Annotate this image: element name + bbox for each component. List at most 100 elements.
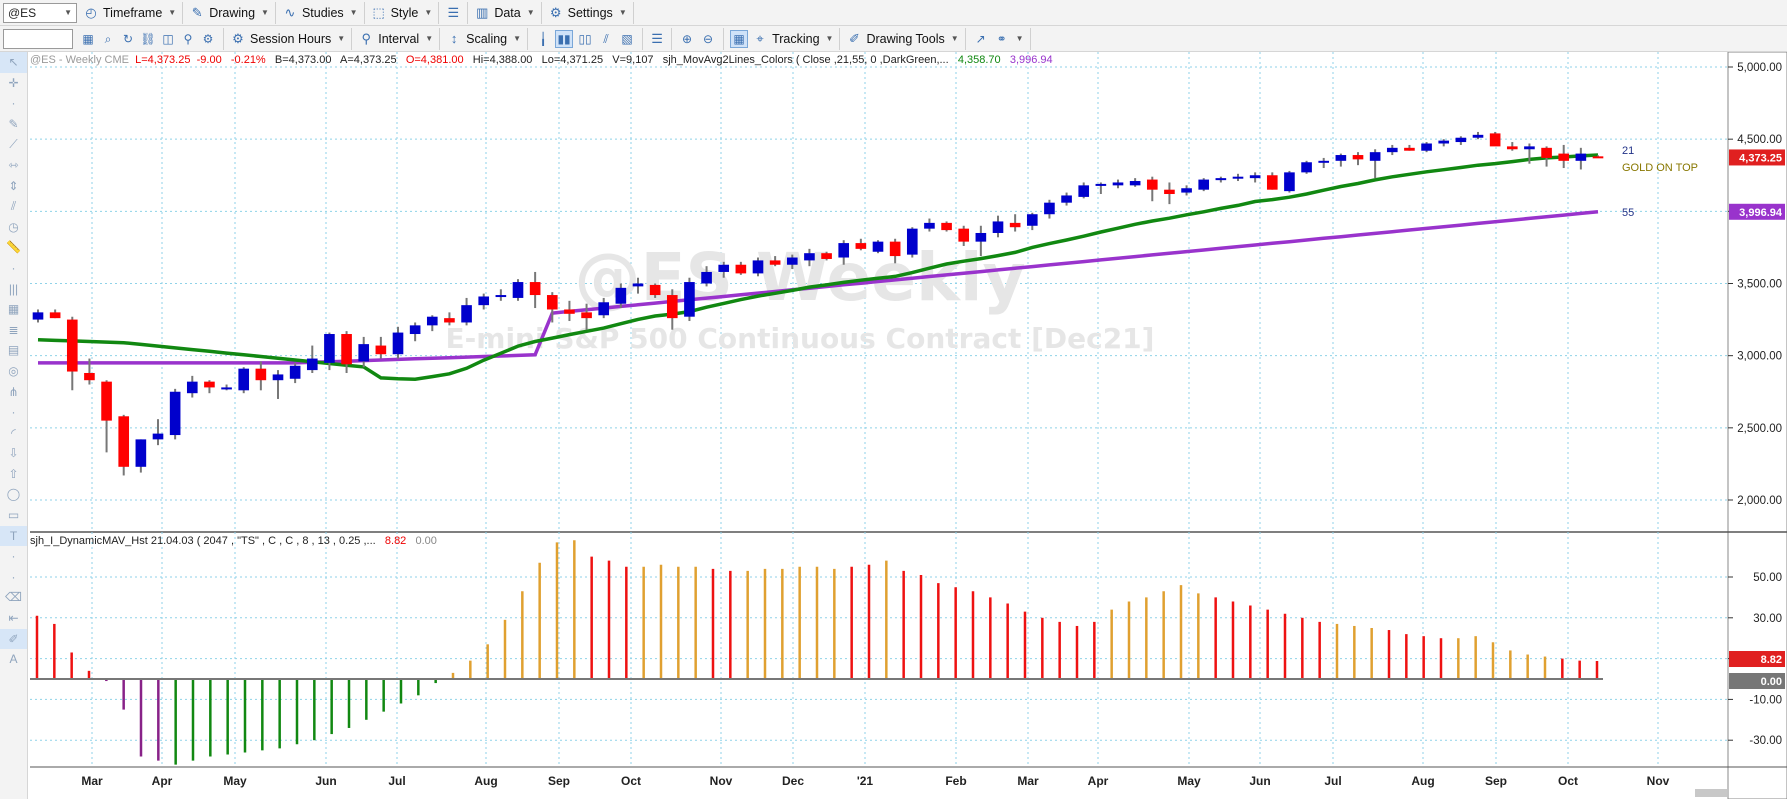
session-hours-menu[interactable]: ⚙ Session Hours ▼ — [224, 27, 353, 50]
more-icon[interactable]: ⚭ — [996, 31, 1007, 46]
link-icon[interactable]: ⛓ — [140, 31, 156, 46]
arc-icon[interactable]: ◜ — [11, 425, 16, 440]
ma-fast-value: 4,358.70 — [957, 54, 1001, 66]
candle-body — [992, 221, 1004, 233]
layout2-button[interactable]: ☰ — [643, 27, 673, 50]
layout-icon: ☰ — [447, 4, 460, 20]
move-left-icon[interactable]: ⇤ — [8, 611, 19, 626]
candle-body — [1215, 178, 1227, 181]
candle-body — [718, 264, 730, 272]
arrow-up-icon[interactable]: ⇧ — [8, 466, 19, 481]
separator-icon: · — [11, 569, 16, 584]
candle-body — [306, 358, 318, 371]
tracking-menu[interactable]: ▦ ⌖ Tracking ▼ — [724, 27, 841, 50]
time-axis-label: Nov — [1647, 774, 1670, 788]
crosshair-icon[interactable]: ✛ — [8, 75, 19, 90]
circle-tool-icon[interactable]: ◷ — [8, 219, 19, 234]
candle-body — [1181, 188, 1192, 193]
pointer-icon[interactable]: ↖ — [0, 52, 27, 73]
refresh-icon[interactable]: ↻ — [122, 31, 134, 46]
candle-body — [649, 284, 661, 296]
menu-timeframe[interactable]: ◴ Timeframe ▼ — [77, 1, 184, 24]
erase-icon[interactable]: ⌫ — [5, 590, 22, 605]
candle-body — [581, 312, 592, 319]
osc-axis-label: 30.00 — [1753, 613, 1782, 625]
zoom-icon[interactable]: ⌕ — [104, 31, 112, 46]
symbol-selector[interactable]: @ES ▼ — [3, 2, 77, 23]
osc-axis-label: -30.00 — [1749, 735, 1782, 747]
candle-body — [1404, 147, 1415, 151]
channel-icon[interactable]: ⫽ — [10, 199, 17, 214]
gann-icon[interactable]: ▤ — [7, 343, 20, 358]
candle-body — [1164, 189, 1175, 195]
separator-icon: · — [11, 260, 16, 275]
ma-21-line — [37, 153, 1599, 381]
last-price-tag: 4,373.25 — [1739, 152, 1782, 164]
hollow-candle-icon[interactable]: ▯▯ — [578, 31, 592, 46]
bars-icon[interactable]: ||| — [8, 281, 19, 296]
pitchfork-icon[interactable]: ⋔ — [8, 384, 19, 399]
menu-studies[interactable]: ∿ Studies ▼ — [276, 1, 365, 24]
watermark-subtitle: E-mini S&P 500 Continuous Contract [Dec2… — [446, 322, 1155, 355]
menu-label: Drawing — [209, 5, 256, 20]
osc-value-tag-bg — [1729, 651, 1785, 668]
trendline-icon[interactable]: ↗ — [975, 31, 986, 46]
grid-tool-icon[interactable]: ▦ — [7, 302, 20, 317]
text-label-icon[interactable]: A — [9, 652, 18, 667]
menu-drawing[interactable]: ✎ Drawing ▼ — [183, 1, 276, 24]
trendline-icon[interactable]: ⟋ — [9, 137, 18, 152]
menu-label: Settings — [567, 5, 613, 20]
candle-style-icon[interactable]: ▮▮ — [555, 29, 574, 48]
highlight-icon[interactable]: ✐ — [0, 628, 27, 650]
candle-body — [838, 243, 850, 258]
lower-value-2: 0.00 — [415, 535, 437, 547]
candle-body — [546, 295, 558, 310]
ellipse-icon[interactable]: ◯ — [6, 487, 21, 502]
candle-body — [1078, 185, 1090, 197]
candle-body — [701, 271, 712, 284]
text-tool-icon[interactable]: T — [0, 525, 27, 547]
chevron-down-icon: ▼ — [618, 8, 627, 17]
candle-body — [666, 295, 678, 319]
interval-menu[interactable]: ⚲ Interval ▼ — [352, 27, 441, 50]
analysis-icon[interactable]: ⚲ — [183, 31, 193, 46]
candle-body — [409, 325, 421, 335]
settings-small-icon[interactable]: ⚙ — [202, 31, 214, 46]
bar-style-icon[interactable]: ╽ — [539, 31, 547, 46]
time-axis-label: Jun — [315, 774, 336, 788]
horizontal-scrollbar-thumb[interactable] — [1695, 789, 1727, 797]
chart-icon[interactable]: ◫ — [162, 31, 174, 46]
candle-body — [324, 334, 335, 363]
menu-settings[interactable]: ⚙ Settings ▼ — [542, 1, 634, 24]
rectangle-icon[interactable]: ▭ — [7, 508, 20, 523]
vertical-line-icon[interactable]: ⇕ — [8, 178, 19, 193]
ruler-icon[interactable]: 📏 — [6, 240, 21, 255]
time-axis-label: May — [1177, 774, 1201, 788]
zoom-out-icon[interactable]: ⊖ — [703, 31, 714, 46]
line-style-icon[interactable]: ⫽ — [603, 31, 609, 46]
menu-data[interactable]: ▥ Data ▼ — [468, 1, 542, 24]
scaling-menu[interactable]: ↕ Scaling ▼ — [440, 27, 529, 50]
candle-body — [461, 305, 472, 323]
drawing-tools-menu[interactable]: ✐ Drawing Tools ▼ — [840, 27, 966, 50]
grid-icon[interactable]: ▦ — [82, 31, 94, 46]
menu-style[interactable]: ⬚ Style ▼ — [365, 1, 440, 24]
candle-body — [1112, 182, 1124, 186]
candle-body — [1146, 179, 1158, 190]
brush-icon[interactable]: ✎ — [8, 116, 19, 131]
time-axis-label: Dec — [782, 774, 804, 788]
interval-input[interactable] — [3, 28, 73, 49]
area-style-icon[interactable]: ▧ — [621, 31, 633, 46]
pencil-icon: ✎ — [191, 4, 203, 20]
separator-icon: · — [11, 96, 16, 111]
arrow-down-icon[interactable]: ⇩ — [8, 446, 19, 461]
horizontal-line-icon[interactable]: ⇿ — [8, 157, 19, 172]
layout-button[interactable]: ☰ — [439, 1, 469, 24]
fib-icon[interactable]: ≣ — [8, 322, 19, 337]
zoom-in-icon[interactable]: ⊕ — [682, 31, 693, 46]
price-axis-label: 2,500.00 — [1737, 423, 1782, 435]
spiral-icon[interactable]: ◎ — [8, 363, 19, 378]
net-change: -9.00 — [196, 54, 222, 66]
chevron-down-icon[interactable]: ▼ — [1015, 34, 1024, 43]
